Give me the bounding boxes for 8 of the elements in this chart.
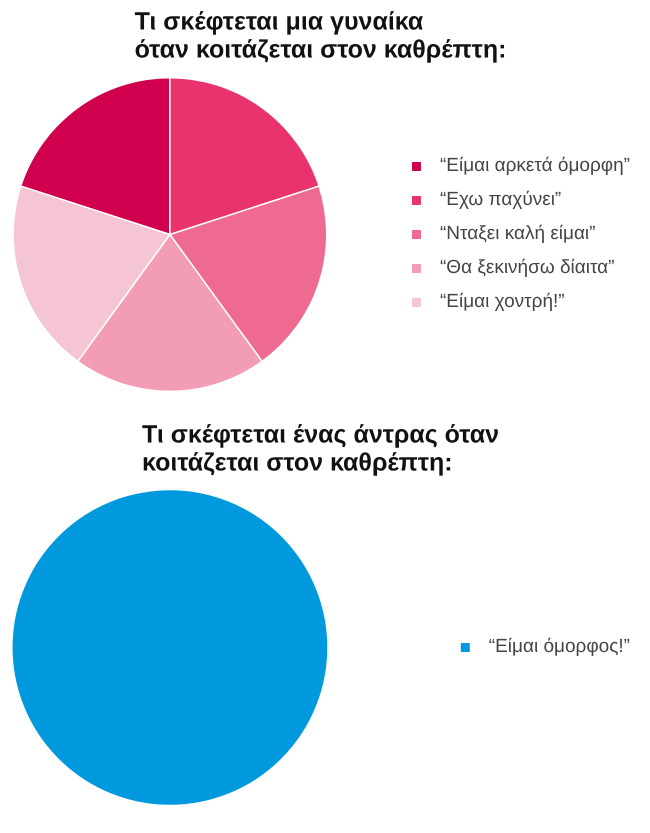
legend-label: “Εχω παχύνει” [440, 189, 562, 211]
legend-label: “Είμαι όμορφος!” [488, 636, 630, 658]
legend-label: “Νταξει καλή είμαι” [440, 223, 596, 245]
legend-label: “Είμαι χοντρή!” [440, 291, 565, 313]
chart-title: Τι σκέφτεται ένας άντρας όταν κοιτάζεται στον καθρέπτη: [142, 420, 499, 476]
legend-label: “Είμαι αρκετά όμορφη” [440, 155, 630, 177]
chart-title: Τι σκέφτεται μια γυναίκα όταν κοιτάζεται στον καθρέπτη: [134, 8, 506, 64]
legend-label: “Θα ξεκινήσω δίαιτα” [440, 257, 614, 279]
